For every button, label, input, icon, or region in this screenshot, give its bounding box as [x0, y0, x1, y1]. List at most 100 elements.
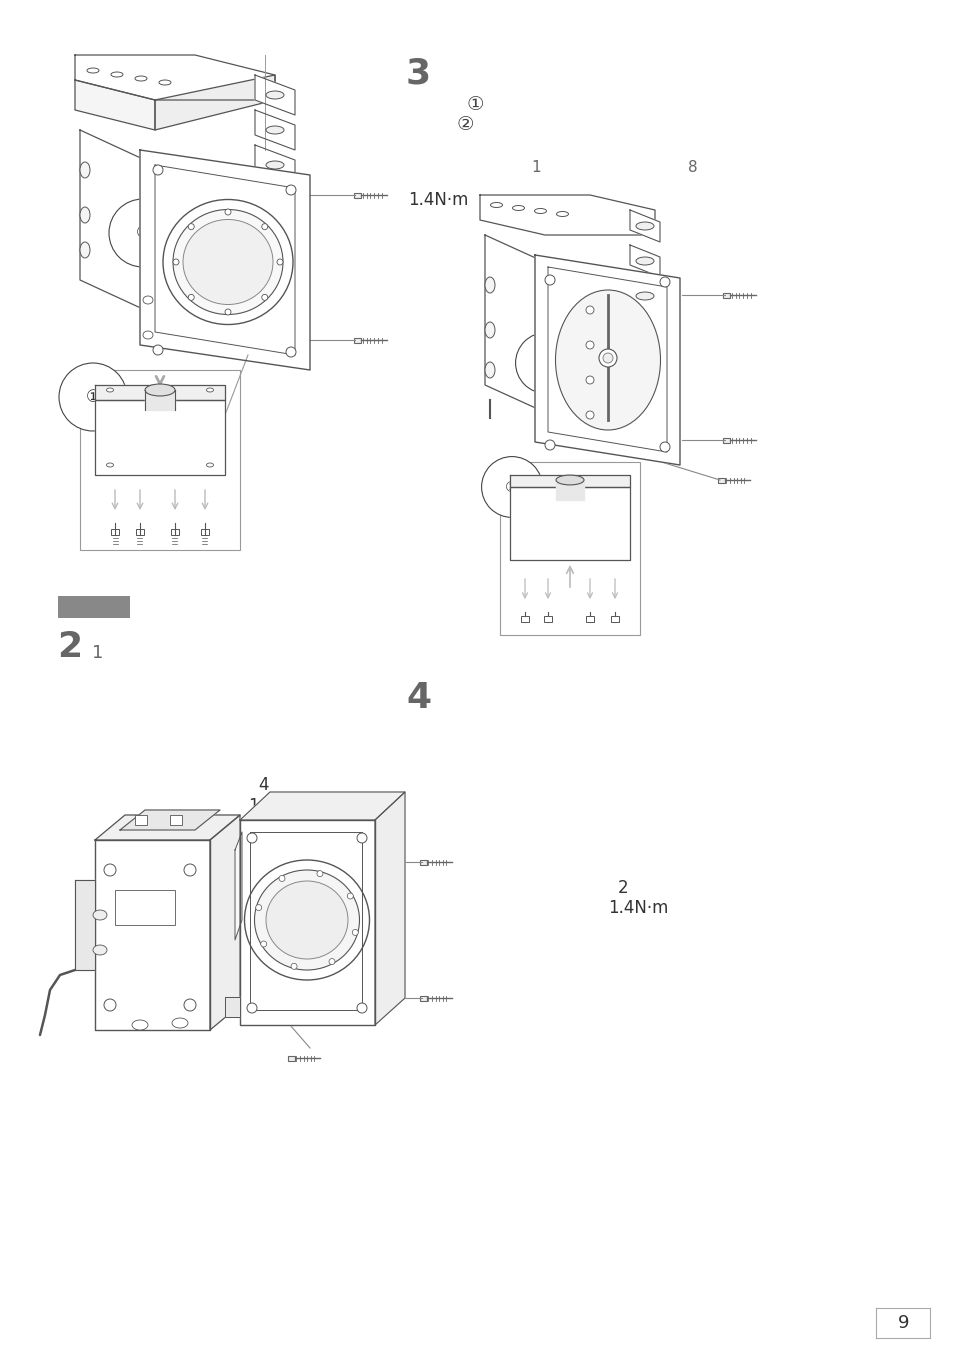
Bar [135, 815, 147, 825]
Circle shape [291, 964, 296, 969]
Bar [201, 529, 209, 535]
Ellipse shape [132, 1019, 148, 1030]
Ellipse shape [266, 882, 348, 959]
Polygon shape [95, 400, 225, 475]
Text: ①: ① [86, 388, 100, 406]
Ellipse shape [636, 222, 654, 230]
Bar [170, 815, 182, 825]
Circle shape [602, 353, 613, 362]
Text: ②: ② [505, 480, 518, 495]
Ellipse shape [80, 242, 90, 258]
Circle shape [278, 876, 285, 882]
Ellipse shape [556, 211, 568, 216]
Bar [80, 370, 240, 550]
Ellipse shape [244, 860, 369, 980]
Bar [136, 529, 144, 535]
Polygon shape [75, 80, 154, 130]
Circle shape [184, 864, 195, 876]
Ellipse shape [512, 206, 524, 211]
Polygon shape [95, 840, 210, 1030]
Ellipse shape [80, 162, 90, 178]
Ellipse shape [135, 76, 147, 81]
Polygon shape [722, 292, 730, 297]
Ellipse shape [484, 362, 495, 379]
Circle shape [286, 347, 295, 357]
Text: ①: ① [466, 96, 483, 115]
Text: 4: 4 [406, 681, 431, 715]
Ellipse shape [183, 219, 273, 304]
Polygon shape [254, 145, 294, 185]
Circle shape [585, 341, 594, 349]
Circle shape [247, 1003, 256, 1013]
Bar [543, 617, 552, 622]
Circle shape [260, 941, 267, 946]
Bar [499, 462, 639, 635]
Text: 2: 2 [618, 879, 628, 896]
Bar [115, 890, 174, 925]
Circle shape [352, 929, 358, 936]
Circle shape [276, 260, 283, 265]
Circle shape [356, 833, 367, 844]
Polygon shape [80, 130, 145, 310]
Polygon shape [140, 150, 310, 370]
Circle shape [585, 376, 594, 384]
Text: ②: ② [135, 224, 151, 242]
Polygon shape [355, 338, 361, 342]
Polygon shape [629, 245, 659, 277]
Ellipse shape [556, 475, 583, 485]
Circle shape [585, 411, 594, 419]
Polygon shape [145, 389, 174, 410]
Ellipse shape [484, 322, 495, 338]
Circle shape [261, 223, 268, 230]
Circle shape [152, 165, 163, 174]
Circle shape [261, 295, 268, 300]
Circle shape [544, 439, 555, 450]
Polygon shape [210, 815, 240, 1030]
Circle shape [585, 306, 594, 314]
Polygon shape [254, 110, 294, 150]
Ellipse shape [172, 1018, 188, 1028]
Circle shape [659, 277, 669, 287]
Ellipse shape [111, 72, 123, 77]
Polygon shape [722, 438, 730, 442]
Polygon shape [254, 74, 294, 115]
Polygon shape [95, 385, 225, 400]
Circle shape [544, 274, 555, 285]
Polygon shape [95, 815, 240, 840]
Ellipse shape [636, 257, 654, 265]
Circle shape [188, 295, 194, 300]
Ellipse shape [206, 388, 213, 392]
Polygon shape [75, 55, 274, 100]
Ellipse shape [87, 68, 99, 73]
Circle shape [316, 871, 323, 876]
Polygon shape [479, 195, 655, 235]
Polygon shape [556, 480, 583, 500]
Text: ①: ① [538, 356, 552, 370]
Polygon shape [240, 821, 375, 1025]
Circle shape [225, 210, 231, 215]
Circle shape [659, 442, 669, 452]
Circle shape [598, 349, 617, 366]
Text: 9: 9 [898, 1314, 909, 1332]
Polygon shape [420, 860, 427, 864]
Bar [520, 617, 529, 622]
Ellipse shape [555, 289, 659, 430]
Polygon shape [288, 1056, 295, 1060]
Ellipse shape [266, 126, 284, 134]
Circle shape [255, 904, 261, 911]
Bar [610, 617, 618, 622]
Circle shape [347, 894, 353, 899]
Circle shape [247, 833, 256, 844]
Ellipse shape [145, 384, 174, 396]
Polygon shape [75, 880, 95, 969]
Ellipse shape [206, 462, 213, 466]
Ellipse shape [92, 945, 107, 955]
Text: ②: ② [456, 115, 474, 134]
Circle shape [104, 864, 116, 876]
Polygon shape [225, 996, 240, 1017]
Ellipse shape [163, 200, 293, 324]
Ellipse shape [159, 80, 171, 85]
Polygon shape [120, 810, 220, 830]
Circle shape [104, 999, 116, 1011]
Polygon shape [629, 280, 659, 312]
